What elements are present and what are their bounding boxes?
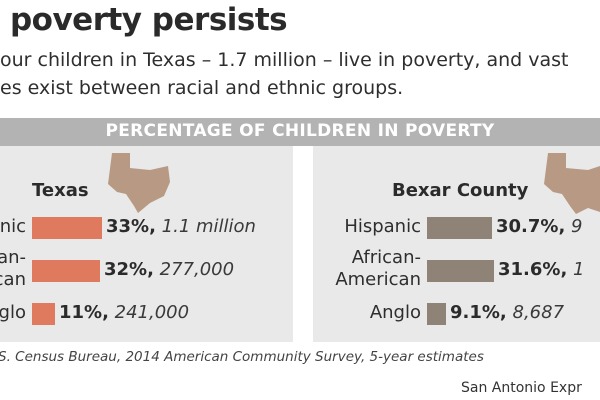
texas-category-label: glo — [0, 302, 26, 323]
intro-line-1: our children in Texas – 1.7 million – li… — [0, 49, 569, 71]
bexar-bar — [427, 217, 492, 239]
bexar-map-shape — [544, 153, 600, 214]
bexar-category-label: Hispanic — [344, 216, 421, 237]
chart-title-band — [0, 118, 600, 146]
bexar-value-label: 31.6%, 1 — [498, 259, 585, 280]
bexar-category-label: African- American — [335, 247, 421, 290]
texas-bar — [32, 303, 55, 325]
texas-value-label: 33%, 1.1 million — [106, 216, 256, 237]
texas-value-label: 32%, 277,000 — [104, 259, 235, 280]
bexar-bar — [427, 303, 446, 325]
texas-bar — [32, 260, 100, 282]
texas-category-label: nic — [0, 216, 26, 237]
headline: d poverty persists — [0, 2, 288, 38]
publisher-credit: San Antonio Expr — [461, 380, 582, 396]
bexar-value-label: 30.7%, 9 — [496, 216, 583, 237]
texas-category-label: an-can — [0, 247, 26, 290]
bexar-title: Bexar County — [392, 180, 529, 201]
bexar-category-label: Anglo — [369, 302, 421, 323]
chart-title: PERCENTAGE OF CHILDREN IN POVERTY — [105, 121, 495, 141]
intro-line-2: es exist between racial and ethnic group… — [0, 77, 404, 99]
texas-value-label: 11%, 241,000 — [59, 302, 190, 323]
source-note: S. Census Bureau, 2014 American Communit… — [0, 349, 484, 365]
texas-bar — [32, 217, 102, 239]
bexar-value-label: 9.1%, 8,687 — [450, 302, 565, 323]
bexar-bar — [427, 260, 494, 282]
texas-title: Texas — [32, 180, 89, 201]
texas-map-shape — [108, 153, 170, 213]
